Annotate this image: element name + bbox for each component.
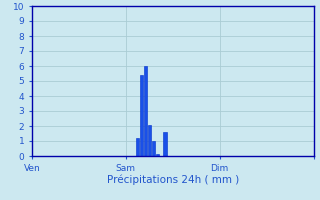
Bar — [144, 66, 147, 156]
Bar — [164, 132, 166, 156]
Bar — [136, 138, 139, 156]
X-axis label: Précipitations 24h ( mm ): Précipitations 24h ( mm ) — [107, 174, 239, 185]
Bar — [152, 141, 155, 156]
Bar — [156, 154, 159, 156]
Bar — [148, 124, 151, 156]
Bar — [140, 75, 143, 156]
